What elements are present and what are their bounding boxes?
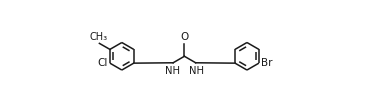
Text: NH: NH bbox=[189, 66, 203, 76]
Text: Cl: Cl bbox=[98, 58, 108, 68]
Text: O: O bbox=[180, 32, 189, 42]
Text: Br: Br bbox=[261, 58, 272, 68]
Text: CH₃: CH₃ bbox=[90, 32, 108, 42]
Text: NH: NH bbox=[165, 66, 180, 76]
